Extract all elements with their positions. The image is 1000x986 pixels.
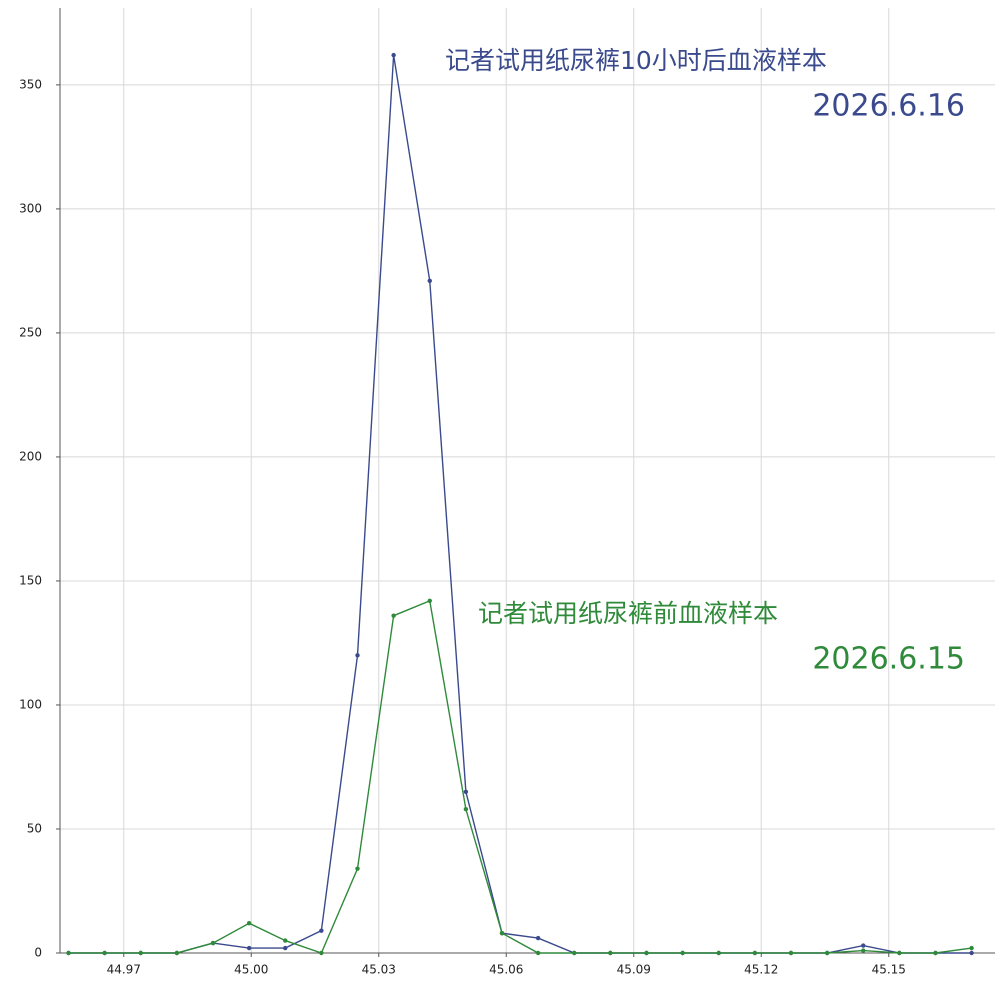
series-date: 2026.6.15 [812,642,965,677]
y-tick-label: 250 [19,325,42,339]
point [897,950,902,956]
y-tick-label: 150 [19,573,42,587]
point [283,945,288,951]
point [391,52,396,58]
y-tick-label: 200 [19,449,42,463]
x-tick-label: 45.15 [872,963,906,977]
point [535,950,541,956]
x-tick-label: 45.03 [362,963,396,977]
series-line [68,599,972,954]
point [933,950,938,956]
y-tick-label: 50 [27,821,42,835]
y-tick-label: 100 [19,697,42,711]
y-tick-label: 0 [34,946,42,960]
point [174,950,180,956]
point [210,940,216,946]
point [608,950,613,956]
point [355,866,360,871]
point [861,948,866,953]
point [499,930,505,936]
point [391,613,396,618]
point [427,598,432,603]
point [680,950,685,956]
y-tick-label: 300 [19,201,42,215]
y-tick-label: 350 [19,77,42,91]
point [788,950,794,956]
point [355,653,360,658]
point [716,950,721,956]
point [319,950,324,956]
x-tick-label: 44.97 [107,963,141,977]
point [463,789,469,794]
point [319,928,324,933]
point [969,950,974,956]
point [102,950,107,956]
point [969,945,974,951]
series-date: 2026.6.16 [812,89,965,124]
point [66,950,71,956]
point [246,945,252,951]
point [824,950,830,956]
point [463,806,469,812]
point [572,950,577,956]
x-tick-label: 45.06 [489,963,523,977]
point [535,935,541,941]
series-label: 记者试用纸尿裤10小时后血液样本 [445,46,827,75]
series-label: 记者试用纸尿裤前血液样本 [478,599,778,628]
x-tick-label: 45.00 [234,963,268,977]
point [644,950,649,956]
point [427,278,432,284]
x-tick-label: 45.12 [744,963,778,977]
point [861,943,866,948]
x-tick-label: 45.09 [617,963,651,977]
point [283,938,288,943]
point [138,950,143,956]
point [752,950,758,956]
point [246,921,252,926]
